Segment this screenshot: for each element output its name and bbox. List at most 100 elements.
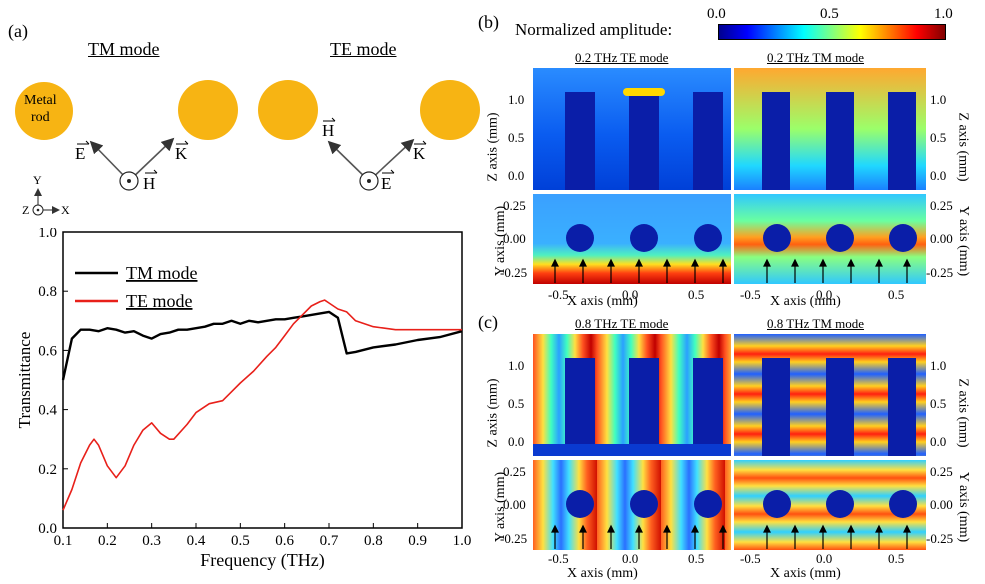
panel-a-label: (a) [8,21,28,41]
b-tm-x-tick-0: 0.0 [816,287,833,302]
c-te-xz-fieldmap [533,334,731,456]
b-left-y-tick-025: 0.25 [503,198,526,213]
te-mode-title: TE mode [330,39,397,59]
tm-mode-title: TM mode [88,39,160,59]
c-right-z-tick-05: 0.5 [930,396,947,411]
te-e-symbol: E [381,174,392,193]
te-k-symbol: K [413,144,426,163]
b-left-z-axis-label: Z axis (mm) [485,112,501,182]
c-right-z-tick-1: 1.0 [930,358,947,373]
b-left-z-tick-1: 1.0 [508,92,525,107]
b-right-z-tick-05: 0.5 [930,130,947,145]
b-right-y-tick-025: 0.25 [930,198,953,213]
c-te-x-tick-05: 0.5 [688,551,705,566]
metal-rod-te-right [420,80,480,140]
colorbar-tick-05: 0.5 [820,6,839,22]
axis-y-label: Y [33,173,42,187]
tm-k-symbol: K [175,144,188,163]
y-tick-label: 0.0 [38,521,57,537]
te-h-symbol: H [322,121,335,140]
x-tick-label: 0.4 [187,533,206,549]
b-left-y-tick-m025: -0.25 [500,265,528,280]
c-tm-title: 0.8 THz TM mode [767,316,865,331]
b-te-x-tick-0: 0.0 [622,287,639,302]
x-tick-label: 0.8 [364,533,383,549]
c-left-z-axis-label: Z axis (mm) [485,378,501,448]
b-te-xy-fieldmap [533,194,731,284]
x-tick-label: 0.2 [98,533,117,549]
x-tick-label: 0.5 [231,533,250,549]
tm-e-symbol: E [75,144,86,163]
b-right-y-tick-m025: -0.25 [926,265,954,280]
b-te-x-tick-05: 0.5 [688,287,705,302]
c-right-y-tick-025: 0.25 [930,464,953,479]
c-te-x-label: X axis (mm) [567,566,638,581]
c-tm-xy-fieldmap [734,460,926,550]
colorbar-label: Normalized amplitude: [515,20,673,39]
y-tick-label: 0.8 [38,284,57,300]
c-right-z-tick-0: 0.0 [930,434,947,449]
b-right-z-tick-1: 1.0 [930,92,947,107]
te-k-vector-arrow [368,138,415,182]
c-left-y-tick-0: 0.00 [503,497,526,512]
c-right-y-tick-0: 0.00 [930,497,953,512]
x-tick-label: 0.6 [275,533,294,549]
c-left-y-tick-025: 0.25 [503,464,526,479]
series-line-tm-mode [61,310,463,381]
c-tm-x-label: X axis (mm) [770,566,841,581]
c-left-z-tick-05: 0.5 [508,396,525,411]
b-tm-x-tick-05: 0.5 [888,287,905,302]
transmittance-chart: 0.1 0.2 0.3 0.4 0.5 0.6 0.7 0.8 0.9 1.0 0.0 0.2 0.4 0… [15,228,472,571]
c-tm-xz-fieldmap [734,334,926,456]
x-axis-label: Frequency (THz) [200,550,324,571]
c-right-y-tick-m025: -0.25 [926,531,954,546]
legend-label-0: TM mode [126,263,198,283]
metal-rod-tm-left [15,82,73,140]
c-te-title: 0.8 THz TE mode [575,316,669,331]
b-left-y-axis-label: Y axis (mm) [493,205,509,277]
tm-h-symbol: H [143,174,156,193]
colorbar-tick-0: 0.0 [707,6,726,22]
y-axis-label: Transmittance [15,332,34,429]
x-tick-label: 0.9 [408,533,427,549]
c-tm-x-tick-05: 0.5 [888,551,905,566]
x-tick-label: 0.1 [54,533,73,549]
b-tm-xz-fieldmap [734,68,926,190]
legend-label-1: TE mode [126,291,192,311]
b-tm-xy-fieldmap [734,194,926,284]
panel-b-label: (b) [478,12,499,32]
colorbar-tick-1: 1.0 [934,6,953,22]
y-tick-label: 0.4 [38,403,57,419]
metal-rod-label-line1: Metal [24,93,57,108]
plot-frame [62,231,463,529]
x-tick-label: 1.0 [453,533,472,549]
y-tick-label: 0.6 [38,343,57,359]
c-left-z-tick-0: 0.0 [508,434,525,449]
c-left-y-axis-label: Y axis (mm) [493,471,509,543]
c-te-xy-fieldmap [533,460,731,550]
c-tm-x-tick-m05: -0.5 [740,551,761,566]
c-left-y-tick-m025: -0.25 [500,531,528,546]
y-tick-label: 0.2 [38,462,57,478]
series-line-te-mode [62,299,462,511]
metal-rod-label-line2: rod [31,110,50,125]
c-right-y-axis-label: Y axis (mm) [956,471,972,543]
b-te-x-tick-m05: -0.5 [548,287,569,302]
axis-z-label: Z [22,203,30,217]
y-tick-label: 1.0 [38,228,57,241]
b-te-xz-fieldmap [533,68,731,190]
x-tick-label: 0.7 [320,533,339,549]
b-te-x-label: X axis (mm) [567,294,638,309]
b-right-y-tick-0: 0.00 [930,231,953,246]
b-tm-x-label: X axis (mm) [770,294,841,309]
tm-k-vector-arrow [128,137,175,182]
metal-rod-te-left [258,80,318,140]
x-tick-label: 0.3 [142,533,161,549]
b-right-y-axis-label: Y axis (mm) [956,205,972,277]
field-vectors-diagram [32,117,427,216]
c-left-z-tick-1: 1.0 [508,358,525,373]
b-tm-title: 0.2 THz TM mode [767,50,865,65]
c-right-z-axis-label: Z axis (mm) [955,378,971,448]
c-te-x-tick-0: 0.0 [622,551,639,566]
c-te-x-tick-m05: -0.5 [548,551,569,566]
